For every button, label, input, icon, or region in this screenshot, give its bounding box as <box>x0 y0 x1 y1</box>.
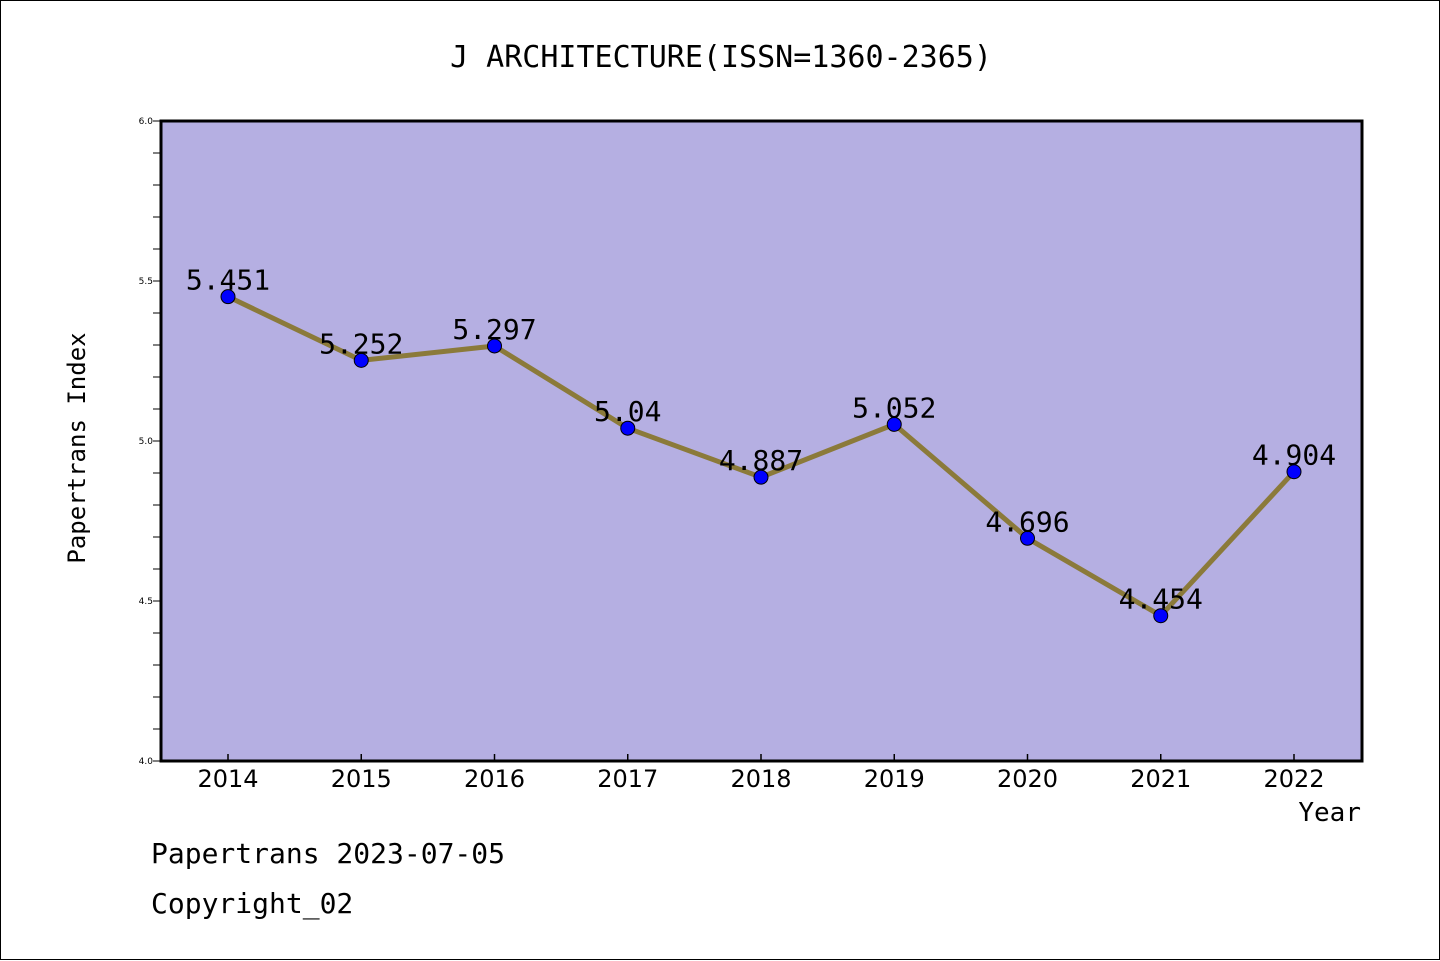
x-tick-label: 2021 <box>1130 765 1191 793</box>
data-label: 4.454 <box>1119 583 1203 616</box>
x-tick-label: 2017 <box>597 765 658 793</box>
data-labels: 5.451 5.252 5.297 5.04 4.887 5.052 4.696 4.454 4… <box>186 264 1336 616</box>
x-tick-label: 2019 <box>864 765 925 793</box>
y-tick-labels: 4.0 4.5 5.0 5.5 6.0 <box>139 117 154 767</box>
x-tick-label: 2014 <box>197 765 258 793</box>
data-label: 4.887 <box>719 444 803 477</box>
data-point-marker <box>1020 530 1035 546</box>
x-tick-label: 2018 <box>730 765 791 793</box>
y-tick-label: 4.5 <box>139 597 153 607</box>
data-label: 5.252 <box>319 327 403 360</box>
data-point-marker <box>753 469 769 485</box>
data-label: 4.696 <box>985 505 1069 538</box>
data-points <box>220 289 1302 624</box>
data-label: 5.451 <box>186 264 270 297</box>
x-tick-label: 2016 <box>464 765 525 793</box>
chart-title: J ARCHITECTURE(ISSN=1360-2365) <box>450 40 992 75</box>
data-point-marker <box>353 352 369 368</box>
data-point-marker <box>1153 608 1169 624</box>
x-tick-label: 2022 <box>1263 765 1324 793</box>
data-label: 4.904 <box>1252 439 1336 472</box>
plot-area <box>159 119 1364 763</box>
x-ticks <box>227 754 1295 761</box>
data-point-marker <box>220 289 236 305</box>
x-axis-label: Year <box>1298 798 1361 828</box>
data-point-marker <box>886 416 902 432</box>
data-label: 5.04 <box>594 395 661 428</box>
y-tick-label: 6.0 <box>139 117 154 127</box>
x-tick-label: 2020 <box>997 765 1058 793</box>
data-point-marker <box>487 338 502 354</box>
data-point-marker <box>620 420 636 436</box>
footer-date-text: Papertrans 2023-07-05 <box>151 837 506 870</box>
x-tick-label: 2015 <box>331 765 392 793</box>
y-minor-ticks <box>153 120 161 762</box>
data-label: 5.052 <box>852 391 936 424</box>
y-tick-label: 5.0 <box>139 437 154 447</box>
x-tick-labels: 2014 2015 2016 2017 2018 2019 2020 2021 2022 <box>197 765 1324 793</box>
data-point-marker <box>1286 464 1302 480</box>
data-label: 5.297 <box>452 313 536 346</box>
y-tick-label: 4.0 <box>139 757 154 767</box>
y-axis-label: Papertrans Index <box>63 332 91 563</box>
y-tick-label: 5.5 <box>139 277 153 287</box>
footer-copyright-text: Copyright_02 <box>151 887 354 920</box>
